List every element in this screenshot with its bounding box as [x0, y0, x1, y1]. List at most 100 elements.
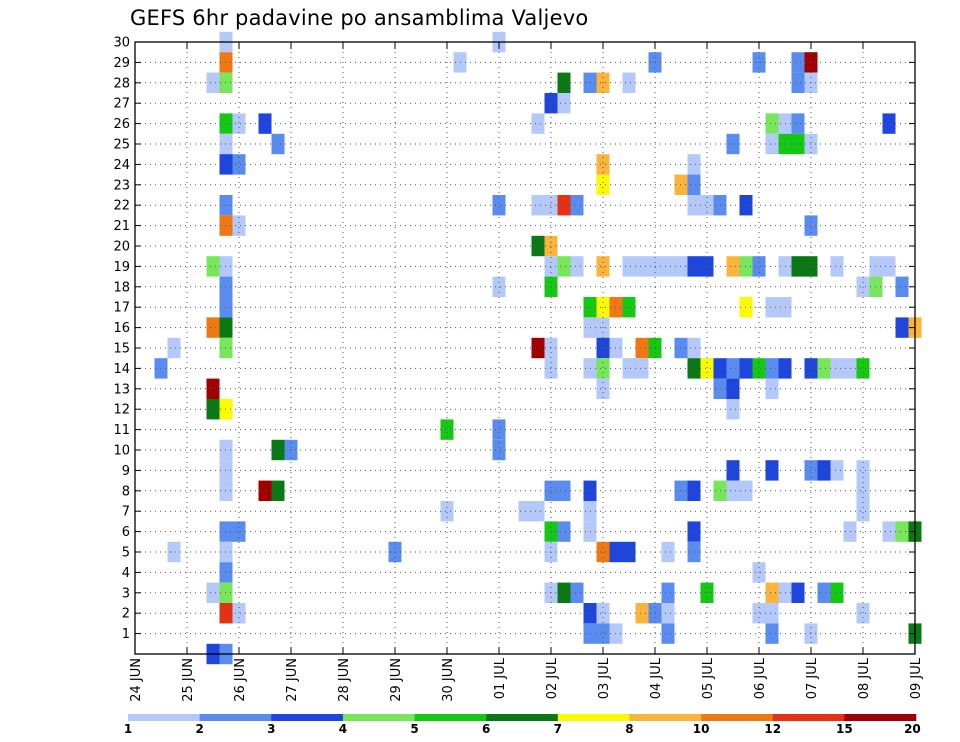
colorbar-swatch [486, 714, 559, 721]
y-tick-label: 20 [113, 240, 130, 255]
y-tick-label: 17 [113, 301, 130, 316]
colorbar-swatch [199, 714, 272, 721]
heatmap-cell [206, 317, 220, 338]
x-tick-label: 29 JUN [389, 658, 404, 702]
x-tick-label: 03 JUL [597, 657, 612, 699]
heatmap-cell [232, 113, 246, 134]
heatmap-cell [622, 358, 636, 379]
heatmap-cell [687, 337, 701, 359]
heatmap-cell [492, 439, 506, 461]
heatmap-cell [271, 133, 285, 155]
heatmap-cell [557, 582, 571, 603]
y-tick-label: 9 [122, 464, 130, 479]
heatmap-cell [817, 358, 831, 379]
heatmap-cell [687, 154, 701, 175]
colorbar-swatch [414, 714, 487, 721]
heatmap-cell [622, 541, 636, 563]
heatmap-cell [895, 521, 909, 542]
heatmap-cell [882, 256, 896, 277]
heatmap-cell [531, 195, 545, 216]
colorbar-swatch [772, 714, 845, 721]
heatmap-cell [791, 256, 805, 277]
heatmap-cell [830, 582, 844, 603]
heatmap-cell [232, 521, 246, 542]
x-tick-label: 30 JUN [441, 658, 456, 702]
heatmap-cell [271, 480, 285, 501]
colorbar-label: 10 [693, 722, 710, 736]
heatmap-cell [765, 297, 779, 318]
heatmap-cell [531, 337, 545, 359]
heatmap-cell [492, 195, 506, 216]
x-tick-label: 09 JUL [909, 657, 924, 699]
heatmap-cell [765, 133, 779, 155]
heatmap-cell [440, 419, 454, 440]
heatmap-cell [271, 439, 285, 461]
heatmap-cell [687, 358, 701, 379]
heatmap-cell [661, 256, 675, 277]
heatmap-cell [596, 603, 610, 624]
y-tick-label: 25 [113, 138, 130, 153]
heatmap-cell [765, 623, 779, 644]
heatmap-cell [596, 256, 610, 277]
y-tick-label: 24 [113, 158, 130, 173]
heatmap-cell [830, 358, 844, 379]
heatmap-cell [557, 256, 571, 277]
heatmap-cell [661, 603, 675, 624]
heatmap-cell [726, 399, 740, 420]
heatmap-cell [596, 154, 610, 175]
heatmap-cell [726, 358, 740, 379]
heatmap-cell [596, 378, 610, 399]
y-tick-label: 13 [113, 382, 130, 397]
x-tick-label: 26 JUN [233, 658, 248, 702]
heatmap-cell [596, 623, 610, 644]
heatmap-cell [752, 603, 766, 624]
colorbar-label: 3 [267, 722, 275, 736]
heatmap-cell [726, 133, 740, 155]
colorbar-label: 12 [764, 722, 781, 736]
y-tick-label: 10 [113, 444, 130, 459]
y-tick-label: 4 [122, 566, 130, 581]
y-tick-label: 3 [122, 586, 130, 601]
y-tick-label: 15 [113, 342, 130, 357]
heatmap-cell [557, 72, 571, 93]
y-tick-label: 7 [122, 505, 130, 520]
heatmap-cell [856, 276, 870, 297]
heatmap-cell [856, 501, 870, 522]
heatmap-cell [700, 358, 714, 379]
heatmap-cell [557, 521, 571, 542]
heatmap-cell [687, 541, 701, 563]
heatmap-cell [557, 93, 571, 114]
heatmap-cell [687, 480, 701, 501]
heatmap-cell [765, 582, 779, 603]
y-tick-label: 1 [122, 627, 130, 642]
heatmap-cell [700, 195, 714, 216]
y-tick-label: 19 [113, 260, 130, 275]
y-tick-label: 16 [113, 321, 130, 336]
colorbar-label: 1 [124, 722, 132, 736]
chart-title: GEFS 6hr padavine po ansamblima Valjevo [130, 6, 589, 30]
heatmap-cell [661, 541, 675, 563]
heatmap-cell [635, 358, 649, 379]
y-tick-label: 23 [113, 178, 130, 193]
heatmap-cell [856, 480, 870, 501]
y-tick-label: 28 [113, 76, 130, 91]
heatmap-cell [765, 603, 779, 624]
colorbar-swatch [557, 714, 630, 721]
x-tick-label: 01 JUL [493, 657, 508, 699]
heatmap-cell [895, 276, 909, 297]
heatmap-cell [791, 72, 805, 93]
heatmap-cell [232, 603, 246, 624]
y-tick-label: 26 [113, 117, 130, 132]
heatmap-cell [531, 113, 545, 134]
heatmap-cell [687, 521, 701, 542]
x-tick-label: 24 JUN [129, 658, 144, 702]
heatmap-cell [765, 358, 779, 379]
heatmap-cell [622, 72, 636, 93]
y-tick-label: 30 [113, 36, 130, 51]
colorbar-label: 7 [554, 722, 562, 736]
heatmap-cell [726, 460, 740, 481]
x-tick-label: 08 JUL [857, 657, 872, 699]
colorbar-label: 8 [625, 722, 633, 736]
x-tick-label: 05 JUL [701, 657, 716, 699]
